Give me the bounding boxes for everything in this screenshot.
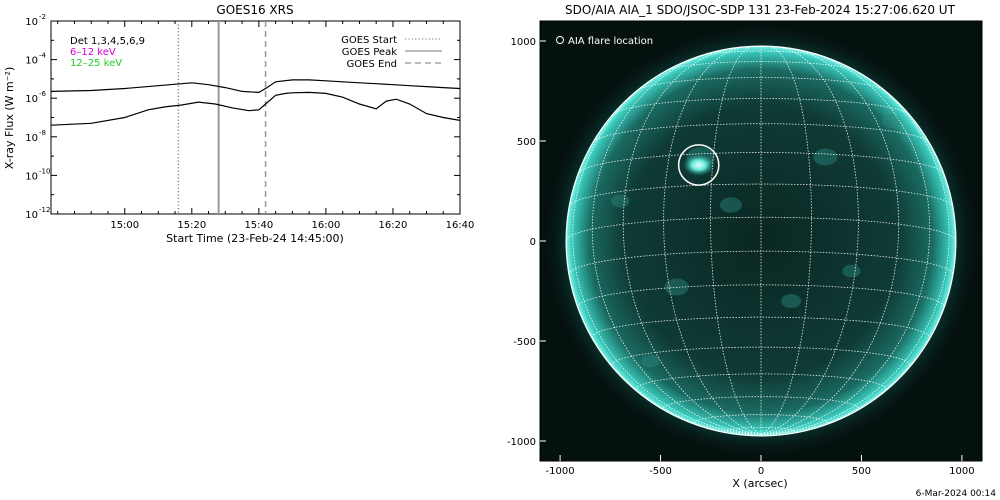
x-tick-label: 15:00 bbox=[110, 220, 139, 231]
y-tick-label: -500 bbox=[513, 337, 536, 348]
heliographic-grid bbox=[565, 46, 957, 435]
goes-plot-area: 15:00 15:20 15:40 16:00 16:20 16:40 10 -210 -41… bbox=[25, 13, 474, 231]
legend-label: GOES Start bbox=[341, 35, 397, 46]
goes-energy-label: 6–12 keV bbox=[70, 47, 116, 58]
x-tick-label: 16:00 bbox=[311, 220, 340, 231]
x-tick-label: 0 bbox=[758, 466, 764, 477]
x-tick-label: 16:40 bbox=[446, 220, 475, 231]
grid-line bbox=[663, 46, 762, 435]
grid-line bbox=[760, 50, 931, 435]
y-tick-exponent: -10 bbox=[39, 167, 50, 175]
goes-series-line-1 bbox=[51, 79, 460, 94]
grid-line bbox=[760, 65, 950, 435]
grid-line bbox=[612, 98, 910, 116]
active-region bbox=[641, 354, 660, 368]
x-tick-label: 15:20 bbox=[177, 220, 206, 231]
y-tick-exponent: -6 bbox=[39, 90, 47, 98]
x-tick-label: -1000 bbox=[546, 466, 575, 477]
active-region bbox=[611, 194, 630, 208]
goes-detectors-label: Det 1,3,4,5,6,9 bbox=[70, 36, 145, 47]
aia-legend: AIA flare location bbox=[556, 36, 653, 47]
grid-line bbox=[760, 46, 859, 435]
footer-timestamp: 6-Mar-2024 00:14 bbox=[916, 489, 997, 499]
active-region bbox=[842, 264, 861, 278]
goes-series-line-2 bbox=[51, 91, 460, 126]
aia-solar-image bbox=[542, 22, 980, 460]
active-region bbox=[881, 113, 902, 129]
legend-label: GOES Peak bbox=[342, 47, 397, 58]
active-region bbox=[719, 197, 742, 213]
grid-line bbox=[726, 427, 796, 432]
y-tick-label: 500 bbox=[517, 137, 536, 148]
goes-panel: GOES16 XRS 15:00 15:20 15:40 16:00 16:20 16:4… bbox=[3, 3, 474, 245]
y-tick-label: 10 bbox=[25, 17, 38, 28]
aia-legend-label: AIA flare location bbox=[568, 36, 653, 47]
grid-line bbox=[622, 47, 762, 435]
x-tick-label: 16:20 bbox=[379, 220, 408, 231]
y-tick-exponent: -8 bbox=[39, 129, 46, 137]
goes-x-axis-label: Start Time (23-Feb-24 14:45:00) bbox=[166, 232, 344, 245]
active-region bbox=[781, 293, 802, 309]
x-tick-label: -500 bbox=[649, 466, 672, 477]
active-region bbox=[813, 148, 838, 166]
goes-energy-label: 12–25 keV bbox=[70, 58, 122, 69]
goes-plot-frame bbox=[50, 20, 461, 215]
grid-line bbox=[592, 123, 930, 143]
grid-line bbox=[760, 47, 900, 435]
grid-line bbox=[572, 65, 762, 435]
y-tick-label: 10 bbox=[25, 210, 38, 221]
grid-line bbox=[710, 46, 762, 435]
aia-title: SDO/AIA AIA_1 SDO/JSOC-SDP 131 23-Feb-20… bbox=[565, 3, 956, 17]
flare-location-circle bbox=[677, 144, 720, 186]
y-tick-label: 10 bbox=[25, 171, 38, 182]
x-tick-label: 15:40 bbox=[244, 220, 273, 231]
aia-panel: SDO/AIA AIA_1 SDO/JSOC-SDP 131 23-Feb-20… bbox=[507, 3, 996, 499]
y-tick-label: 10 bbox=[25, 56, 38, 67]
y-tick-exponent: -12 bbox=[39, 206, 50, 214]
x-tick-label: 500 bbox=[852, 466, 871, 477]
grid-line bbox=[577, 152, 945, 174]
solar-limb bbox=[565, 45, 957, 437]
grid-line bbox=[568, 183, 954, 207]
flare-marker-legend-icon bbox=[556, 36, 564, 44]
grid-line bbox=[591, 50, 762, 435]
x-tick-label: 1000 bbox=[949, 466, 974, 477]
y-tick-label: 10 bbox=[25, 94, 38, 105]
y-tick-label: 10 bbox=[25, 133, 38, 144]
grid-line bbox=[760, 46, 812, 435]
flare-brightening bbox=[682, 154, 715, 176]
goes-title: GOES16 XRS bbox=[216, 3, 293, 17]
y-tick-exponent: -2 bbox=[39, 13, 46, 21]
goes-y-axis-label: X-ray Flux (W m⁻²) bbox=[3, 67, 16, 169]
y-tick-label: 1000 bbox=[511, 37, 536, 48]
legend-label: GOES End bbox=[347, 59, 397, 70]
y-tick-label: 0 bbox=[530, 237, 536, 248]
aia-x-axis-label: X (arcsec) bbox=[732, 477, 787, 490]
y-tick-label: -1000 bbox=[507, 437, 536, 448]
y-tick-exponent: -4 bbox=[39, 52, 47, 60]
